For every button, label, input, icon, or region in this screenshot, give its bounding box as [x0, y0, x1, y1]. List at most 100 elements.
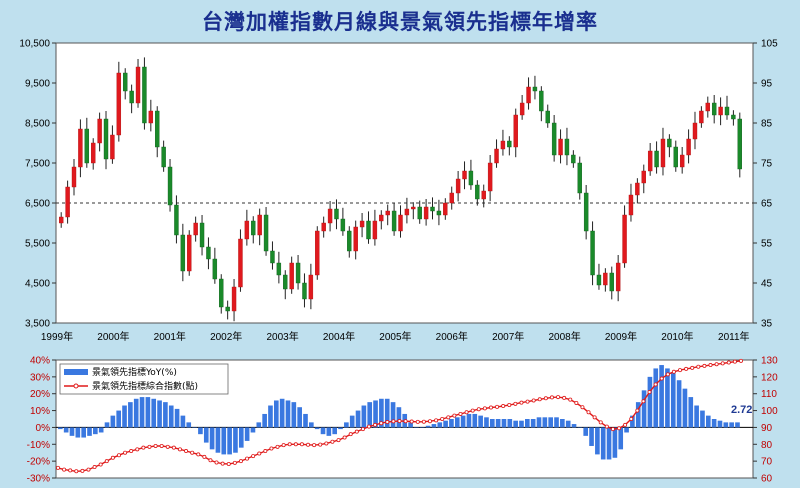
- candle: [359, 213, 365, 238]
- candle: [455, 171, 461, 202]
- index-point: [690, 365, 695, 370]
- yoy-bar: [560, 419, 565, 428]
- candle: [251, 216, 256, 244]
- index-point: [531, 398, 536, 403]
- yoy-bar: [198, 427, 203, 435]
- x-tick-label: 2007年: [492, 330, 524, 343]
- index-point: [214, 460, 219, 465]
- candle: [647, 143, 653, 176]
- candle: [718, 97, 723, 126]
- candle: [673, 140, 678, 172]
- index-point: [452, 413, 457, 418]
- index-point: [245, 456, 250, 461]
- candle: [219, 274, 224, 314]
- candlestick-series: [59, 57, 742, 322]
- index-point: [592, 415, 597, 420]
- candle: [737, 112, 742, 178]
- index-point: [659, 376, 664, 381]
- left-tick-label: 5,500: [25, 239, 50, 250]
- candle: [135, 59, 141, 108]
- index-point: [226, 462, 231, 467]
- candle: [481, 184, 486, 208]
- yoy-bar: [379, 398, 384, 428]
- index-point: [220, 461, 225, 466]
- candle: [692, 111, 698, 150]
- right-tick-label: 75: [761, 159, 773, 170]
- x-tick-label: 2001年: [154, 330, 186, 343]
- index-point: [495, 404, 500, 409]
- yoy-bar: [367, 402, 373, 428]
- index-point: [373, 422, 378, 427]
- yoy-bar: [431, 424, 437, 428]
- yoy-bar: [174, 408, 180, 428]
- right-tick-label: 95: [761, 79, 773, 90]
- yoy-bar: [396, 407, 402, 428]
- index-point: [184, 449, 189, 454]
- yoy-bar: [612, 427, 618, 458]
- candle: [705, 96, 710, 118]
- index-point: [629, 416, 634, 421]
- bottom-right-axis-ticks: 130 120 110 100 90 80 70 60: [753, 356, 778, 485]
- candle: [487, 155, 493, 202]
- index-point: [556, 395, 561, 400]
- yoy-bar: [705, 415, 711, 428]
- index-point: [324, 441, 329, 446]
- index-point: [720, 361, 725, 366]
- yoy-bar: [700, 410, 705, 428]
- x-tick-label: 2000年: [97, 330, 129, 343]
- candle: [462, 161, 467, 190]
- candle: [148, 99, 154, 132]
- x-tick-label: 2004年: [323, 330, 355, 343]
- candle: [711, 95, 717, 124]
- yoy-bar: [443, 420, 448, 428]
- yoy-bar: [635, 402, 641, 428]
- legend-label-yoy: 景氣領先指標YoY(%): [92, 366, 177, 378]
- candle: [391, 203, 397, 236]
- index-point: [177, 447, 182, 452]
- yoy-bar: [332, 427, 338, 435]
- yoy-bar: [419, 427, 425, 428]
- index-point: [232, 460, 237, 465]
- candle: [385, 204, 390, 226]
- index-point: [86, 467, 91, 472]
- bottom-left-tick-label: -20%: [27, 457, 50, 468]
- yoy-bar: [425, 425, 431, 428]
- index-point: [696, 364, 701, 369]
- yoy-bar: [116, 410, 122, 428]
- yoy-bar: [262, 413, 267, 428]
- yoy-bar: [717, 420, 723, 428]
- yoy-bar: [659, 365, 664, 428]
- bottom-right-tick-label: 70: [761, 457, 773, 468]
- index-point: [409, 419, 414, 424]
- candle: [116, 61, 122, 142]
- yoy-bar: [554, 417, 559, 428]
- yoy-bar: [711, 419, 717, 428]
- index-point: [732, 359, 737, 364]
- yoy-bar: [408, 422, 413, 428]
- yoy-bar: [641, 390, 647, 428]
- candle: [590, 221, 595, 286]
- legend: 景氣領先指標YoY(%) 景氣領先指標綜合指數(點): [59, 363, 229, 395]
- yoy-bar: [93, 427, 98, 435]
- candle: [679, 147, 685, 174]
- candle: [398, 205, 403, 238]
- yoy-bar: [192, 427, 197, 428]
- x-tick-label: 2010年: [661, 330, 693, 343]
- index-point: [190, 450, 195, 455]
- candle: [231, 279, 237, 322]
- candle: [340, 207, 346, 236]
- index-point: [476, 407, 481, 412]
- x-tick-label: 2009年: [605, 330, 637, 343]
- index-point: [610, 427, 615, 432]
- yoy-bar: [355, 410, 361, 428]
- candle: [302, 273, 307, 308]
- yoy-bar: [104, 422, 110, 428]
- bottom-right-tick-label: 90: [761, 423, 773, 434]
- legend-label-index: 景氣領先指標綜合指數(點): [92, 380, 198, 392]
- yoy-bar: [682, 388, 688, 428]
- candle: [167, 159, 173, 212]
- left-tick-label: 10,500: [19, 39, 50, 50]
- candle: [65, 180, 70, 224]
- candle: [142, 57, 147, 130]
- yoy-bar: [215, 427, 221, 453]
